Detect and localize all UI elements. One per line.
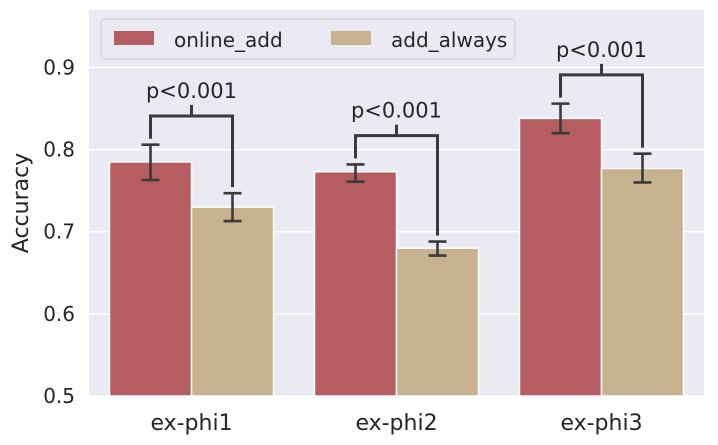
significance-brackets: p<0.001 p<0.001 p<0.001 [146,38,647,236]
y-axis-label: Accuracy [9,153,34,253]
x-tick-label: ex-phi3 [560,411,642,436]
bar-online-add-ex-phi1 [108,161,193,397]
bars [108,117,685,397]
y-tick-label: 0.8 [43,138,75,162]
legend-swatch-add-always [331,31,371,45]
x-tick-labels: ex-phi1 ex-phi2 ex-phi3 [150,411,642,436]
legend-label-online-add: online_add [174,28,283,52]
y-tick-labels: 0.5 0.6 0.7 0.8 0.9 [43,55,75,408]
y-tick-label: 0.6 [43,302,75,326]
legend-label-add-always: add_always [391,28,507,52]
bar-add-always-ex-phi3 [600,167,685,397]
error-bars [141,102,652,257]
p-value-label: p<0.001 [146,79,237,103]
y-tick-label: 0.9 [43,55,75,79]
bar-add-always-ex-phi1 [190,206,275,397]
legend: online_add add_always [100,18,516,60]
bar-add-always-ex-phi2 [395,247,480,397]
p-value-label: p<0.001 [556,38,647,62]
legend-swatch-online-add [114,31,154,45]
bar-online-add-ex-phi3 [518,117,603,397]
x-tick-label: ex-phi1 [150,411,232,436]
y-tick-label: 0.5 [43,384,75,408]
bar-online-add-ex-phi2 [313,171,398,397]
x-tick-label: ex-phi2 [355,411,437,436]
y-tick-label: 0.7 [43,220,75,244]
legend-frame [100,18,516,60]
p-value-label: p<0.001 [351,99,442,123]
